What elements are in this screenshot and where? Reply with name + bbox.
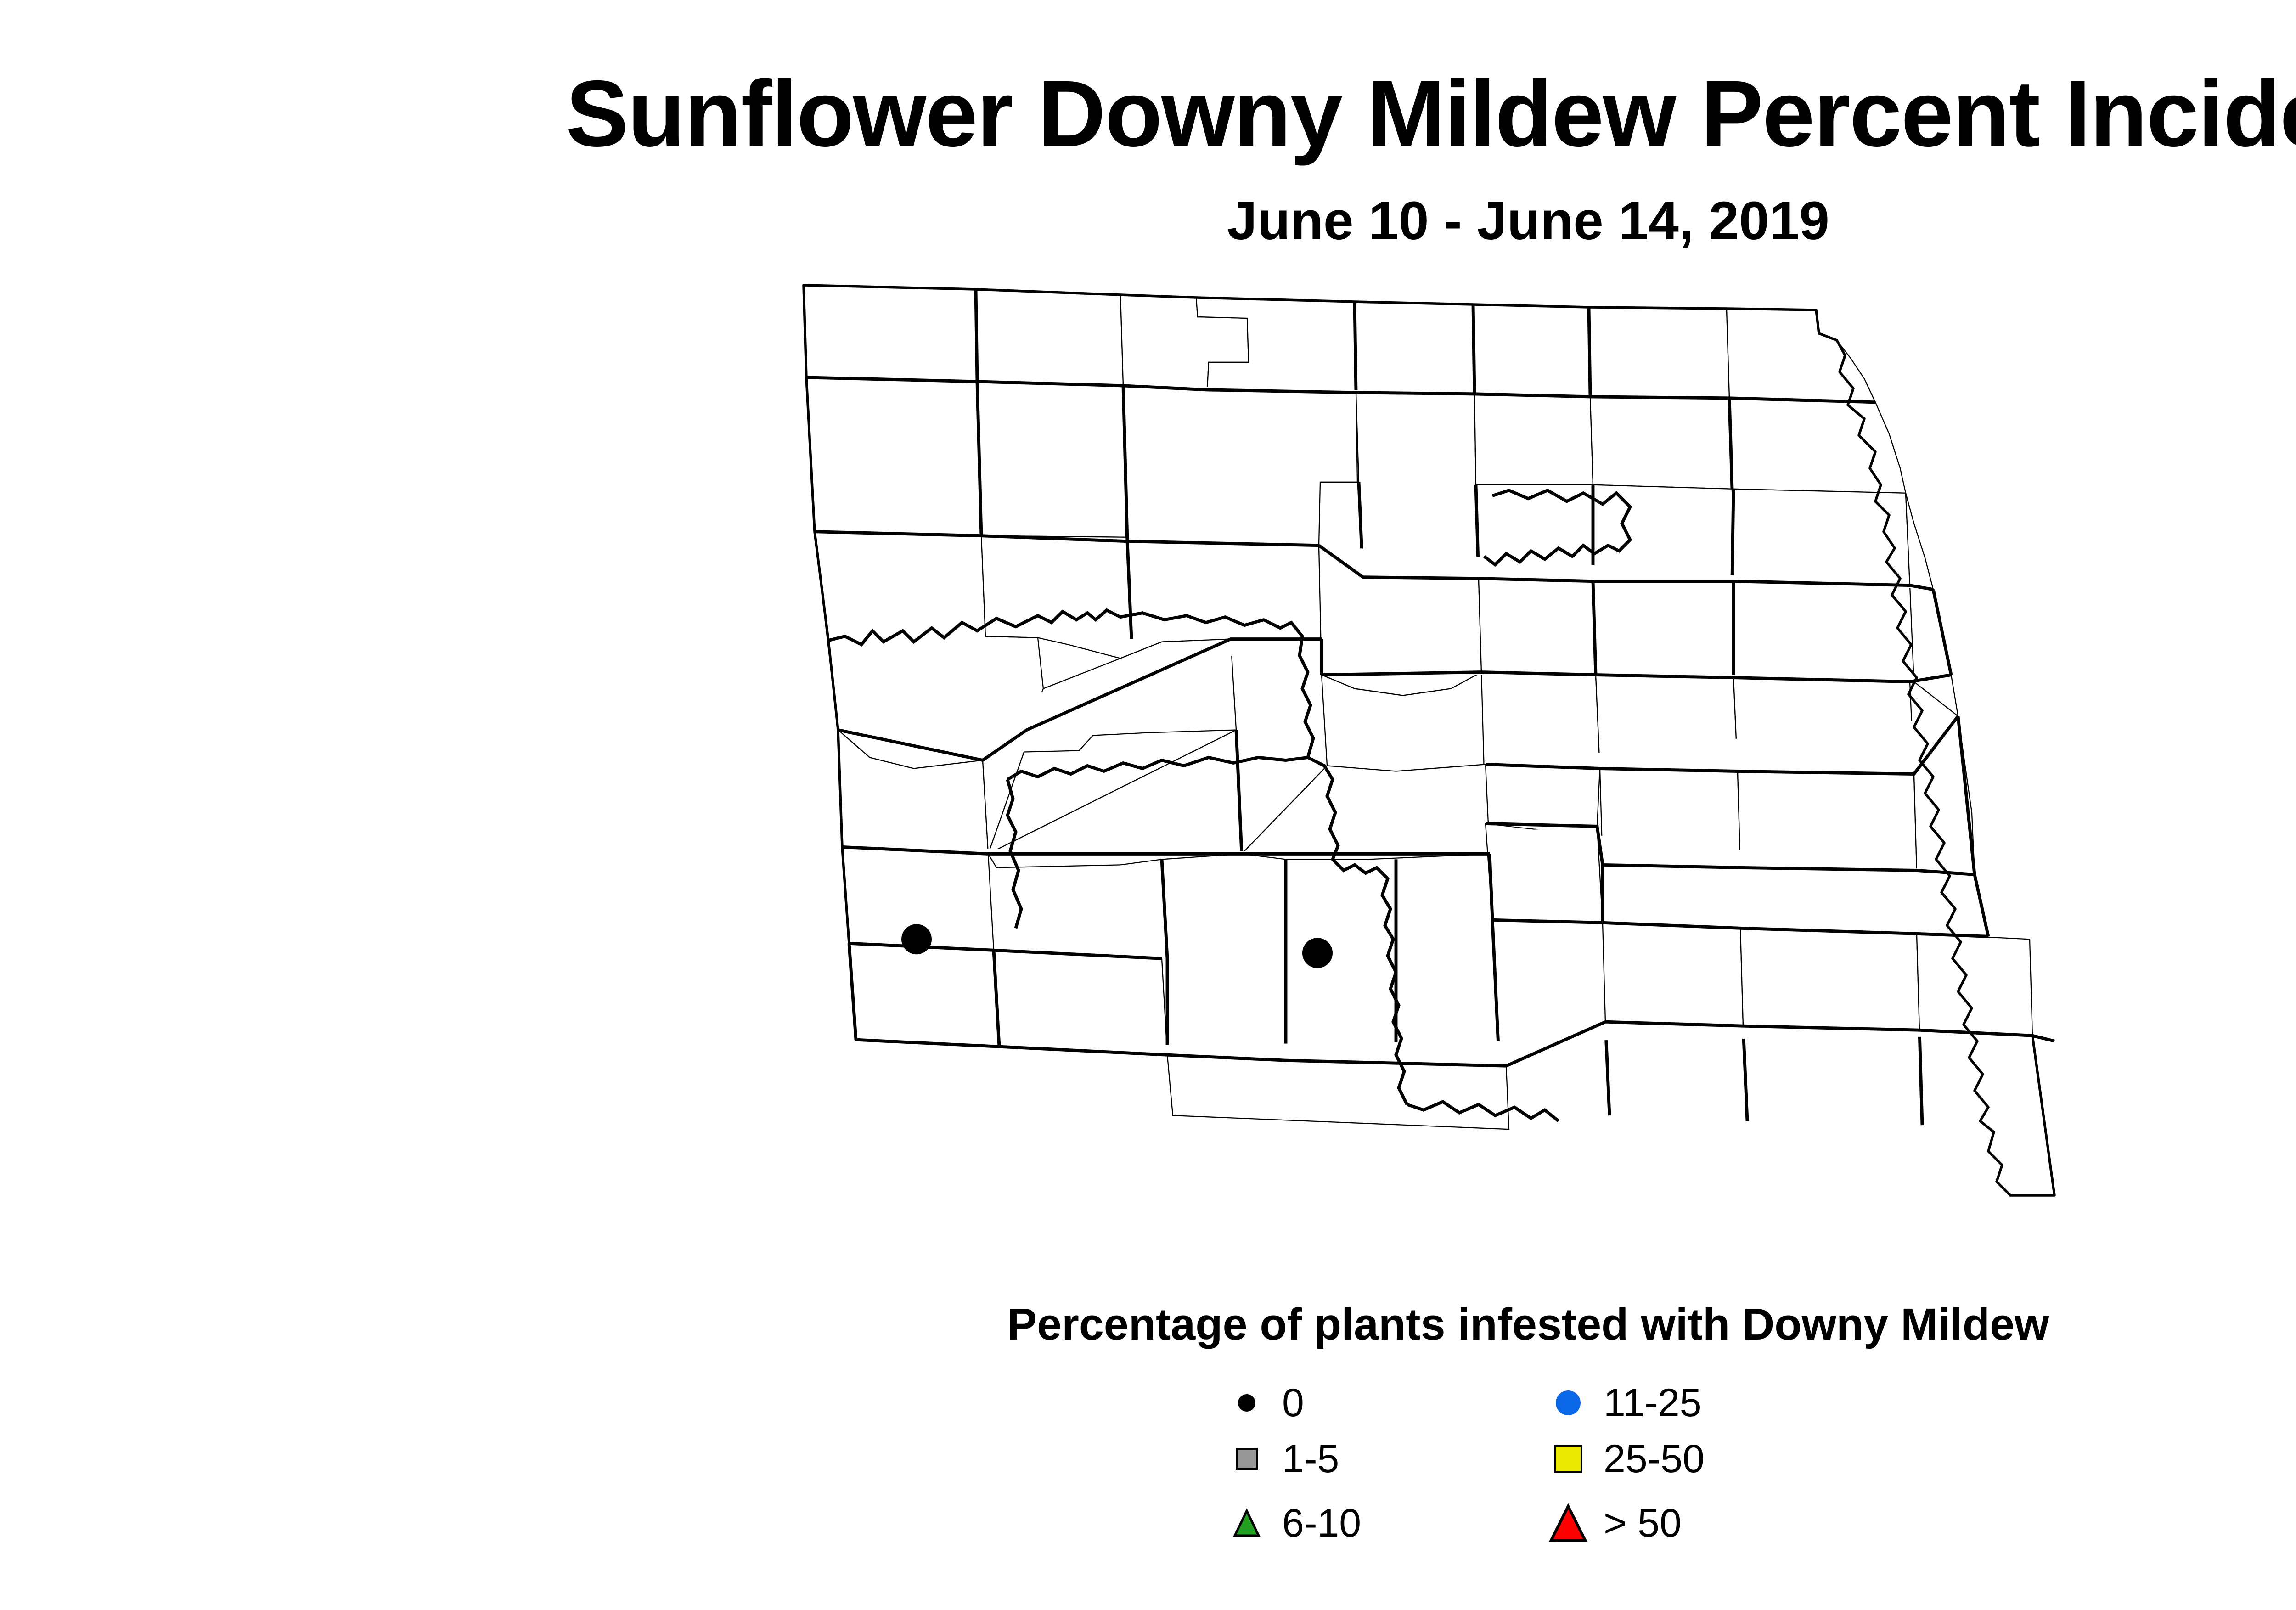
legend-item-1-5: 1-5 <box>1221 1429 1506 1489</box>
county-sargent <box>1917 934 2032 1036</box>
water-features <box>828 488 1632 1122</box>
legend-symbol-triangle-green-icon <box>1221 1498 1272 1548</box>
county-ward <box>1123 386 1357 546</box>
county-nelson <box>1732 489 1910 585</box>
page-subtitle: June 10 - June 14, 2019 <box>1227 191 1829 251</box>
county-cavalier <box>1589 307 1729 398</box>
county-dickey <box>1740 928 1919 1030</box>
county-burleigh <box>1481 672 1600 829</box>
county-emmons <box>1486 823 1603 923</box>
legend-label-25-50: 25-50 <box>1604 1437 1705 1481</box>
north-dakota-county-map <box>707 276 2296 1249</box>
legend-heading: Percentage of plants infested with Downy… <box>1007 1299 2049 1349</box>
county-adams <box>994 950 1167 1055</box>
legend-label-6-10: 6-10 <box>1282 1501 1362 1545</box>
county-burke <box>976 289 1123 386</box>
county-barnes <box>1910 585 1958 716</box>
legend-item-11-25: 11-25 <box>1543 1373 1828 1433</box>
data-point-0-incidence <box>1302 938 1333 968</box>
county-gridlines <box>806 289 2055 1126</box>
county-mountrail <box>977 382 1126 537</box>
state-border-north-dakota <box>804 285 2054 1195</box>
county-bowman <box>849 943 999 1047</box>
data-point-layer <box>901 924 1333 968</box>
map-svg <box>707 276 2296 1249</box>
legend-symbol-circle-black-icon <box>1221 1378 1272 1428</box>
county-grant <box>1242 764 1490 859</box>
legend-column-left: 0 1-5 6-10 <box>1221 1373 1506 1566</box>
legend-label-11-25: 11-25 <box>1604 1381 1702 1425</box>
legend-column-right: 11-25 25-50 > 50 <box>1543 1373 1828 1566</box>
legend-item-0: 0 <box>1221 1373 1506 1433</box>
county-towner <box>1473 304 1590 397</box>
legend-item-6-10: 6-10 <box>1221 1493 1506 1553</box>
legend-item-over-50: > 50 <box>1543 1493 1828 1553</box>
county-sheridan <box>1479 579 1596 675</box>
county-rolette <box>1355 302 1474 394</box>
county-mcintosh <box>1603 923 1743 1026</box>
legend-symbol-circle-blue-icon <box>1543 1378 1593 1428</box>
legend-label-1-5: 1-5 <box>1282 1437 1339 1481</box>
county-ramsey <box>1590 397 1732 489</box>
data-point-0-incidence <box>901 924 932 955</box>
legend-symbol-triangle-red-icon <box>1543 1498 1593 1548</box>
page-title: Sunflower Downy Mildew Percent Incidence <box>566 61 2296 166</box>
county-gf <box>1906 493 1933 590</box>
legend-symbol-square-yellow-icon <box>1543 1434 1593 1484</box>
legend-label-over-50: > 50 <box>1604 1501 1682 1545</box>
county-williams <box>806 377 981 536</box>
legend-label-0: 0 <box>1282 1381 1304 1425</box>
county-pierce <box>1474 394 1593 485</box>
county-walsh <box>1729 398 1906 493</box>
legend: 0 1-5 6-10 <box>1221 1373 1864 1566</box>
legend-symbol-square-gray-icon <box>1221 1434 1272 1484</box>
legend-item-25-50: 25-50 <box>1543 1429 1828 1489</box>
county-divide <box>804 285 977 382</box>
